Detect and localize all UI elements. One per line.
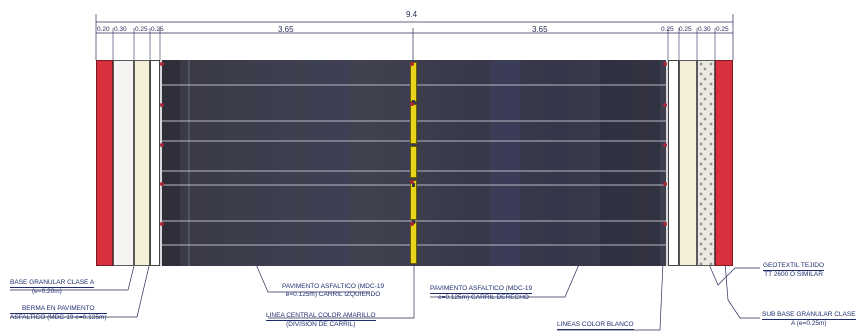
- dimension-left-1: 0.30: [114, 26, 127, 33]
- dimension-total: 9.4: [406, 10, 418, 19]
- dimension-left-3: 0.25: [151, 26, 164, 33]
- berma-left-layer: [134, 60, 150, 266]
- center-line-dash: [410, 146, 417, 178]
- marker-dot: [663, 182, 667, 186]
- dimension-lane-right: 3.65: [532, 25, 548, 34]
- label-pavimento-derecho: PAVIMENTO ASFALTICO (MDC-19 e=0.125m) CA…: [430, 285, 533, 301]
- label-subbase-line2: A (e=0.25m): [790, 319, 827, 327]
- label-base-granular-line1: BASE GRANULAR CLASE A: [10, 279, 95, 288]
- label-lineas-blanco-line1: LINEAS COLOR BLANCO: [557, 321, 634, 330]
- center-line-dash: [410, 104, 417, 144]
- geotextil-gravel-layer: [697, 60, 715, 266]
- dimension-left-0: 0.20: [97, 26, 110, 33]
- edge-left-layer: [150, 60, 160, 266]
- marker-dot: [663, 103, 667, 107]
- label-pavimento-derecho-line1: PAVIMENTO ASFALTICO (MDC-19: [430, 285, 533, 294]
- marker-dot: [663, 222, 667, 226]
- right-white-line: [666, 60, 668, 266]
- dimension-right-1: 0.25: [679, 26, 692, 33]
- label-pavimento-izquierdo-line2: e=0.125m) CARRIL IZQUIERDO: [285, 290, 381, 298]
- label-pavimento-izquierdo-line1: PAVIMENTO ASFALTICO (MDC-19: [282, 283, 385, 290]
- marker-dot: [410, 62, 414, 66]
- berma-right-layer: [679, 60, 697, 266]
- marker-dot: [160, 182, 164, 186]
- label-pavimento-izquierdo: PAVIMENTO ASFALTICO (MDC-19 e=0.125m) CA…: [282, 283, 384, 298]
- dimension-lane-left: 3.65: [278, 25, 294, 34]
- center-line-dash: [410, 222, 417, 264]
- left-white-line: [160, 60, 162, 266]
- label-berma: BERMA EN PAVIMENTO ASFALTICO (MDC-19 e=0…: [10, 305, 107, 321]
- subbase-left-layer: [96, 60, 113, 266]
- label-berma-line2: ASFALTICO (MDC-19 e=0.125m): [10, 313, 107, 321]
- label-linea-central-line1: LINEA CENTRAL COLOR AMARILLO: [266, 312, 376, 321]
- label-linea-central: LINEA CENTRAL COLOR AMARILLO (DIVISION D…: [266, 312, 376, 328]
- label-linea-central-line2: (DIVISION DE CARRIL): [286, 320, 356, 328]
- dimension-right-0: 0.25: [661, 26, 674, 33]
- marker-dot: [160, 222, 164, 226]
- label-subbase-line1: SUB BASE GRANULAR CLASE: [762, 311, 856, 320]
- base-granular-left-layer: [113, 60, 134, 266]
- marker-dot: [410, 102, 414, 106]
- edge-right-layer: [668, 60, 679, 266]
- marker-dot: [663, 62, 667, 66]
- label-geotextil: GEOTEXTIL TEJIDO TT 2600 O SIMILAR: [763, 262, 825, 278]
- dimension-right-3: 0.25: [716, 26, 729, 33]
- label-berma-line1: BERMA EN PAVIMENTO: [10, 305, 107, 314]
- marker-dot: [160, 103, 164, 107]
- dimension-left-2: 0.25: [135, 26, 148, 33]
- marker-dot: [410, 222, 414, 226]
- dimension-right-2: 0.30: [698, 26, 711, 33]
- subbase-right-layer: [715, 60, 733, 266]
- label-base-granular: BASE GRANULAR CLASE A (e=0.20m): [10, 279, 95, 295]
- label-lineas-blanco: LINEAS COLOR BLANCO: [557, 321, 634, 330]
- marker-dot: [410, 180, 414, 184]
- label-geotextil-line2: TT 2600 O SIMILAR: [764, 270, 823, 278]
- label-base-granular-line2: (e=0.20m): [32, 287, 62, 295]
- label-geotextil-line1: GEOTEXTIL TEJIDO: [763, 262, 825, 271]
- label-subbase: SUB BASE GRANULAR CLASE A (e=0.25m): [762, 311, 856, 327]
- marker-dot: [160, 143, 164, 147]
- marker-dot: [663, 143, 667, 147]
- marker-dot: [160, 62, 164, 66]
- label-pavimento-derecho-line2: e=0.125m) CARRIL DERECHO: [438, 293, 529, 301]
- center-line-dash: [410, 62, 417, 102]
